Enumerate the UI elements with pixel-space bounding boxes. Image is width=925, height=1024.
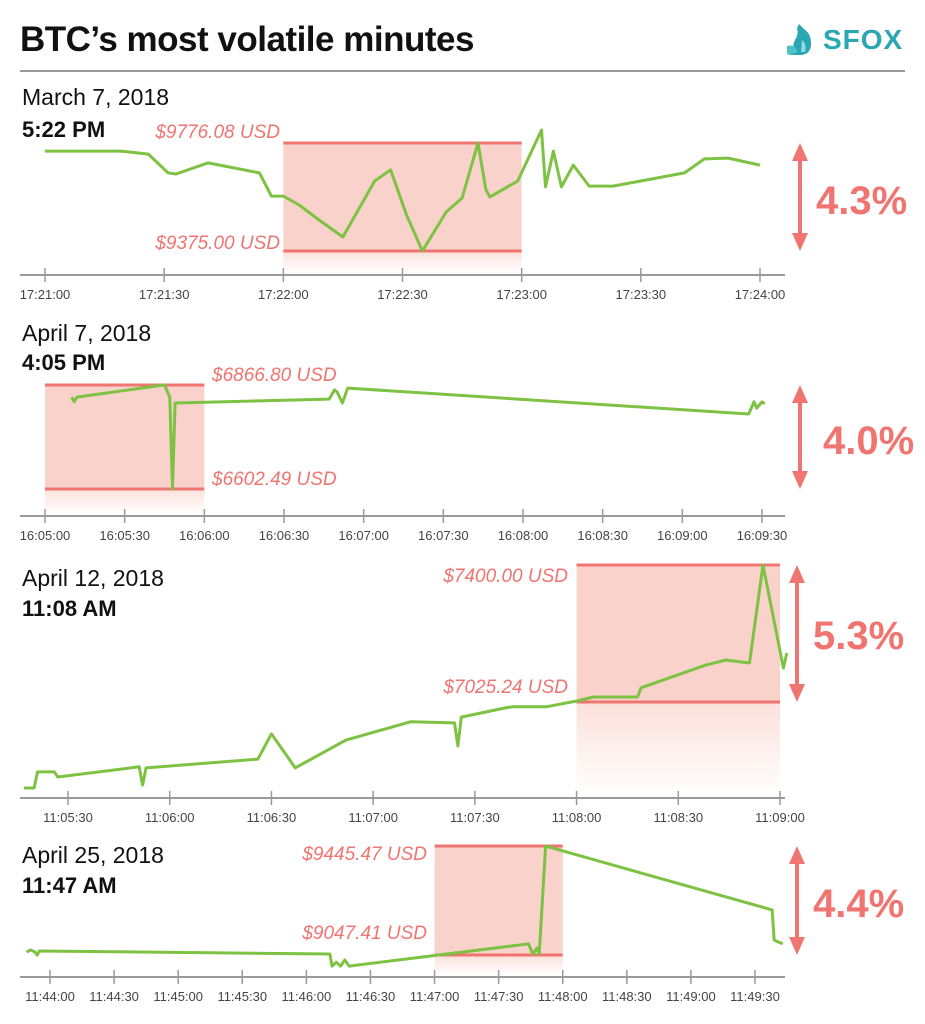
panel-2-tick-label: 16:08:30: [577, 528, 628, 543]
panel-1-range-fade: [283, 251, 522, 273]
panel-2-time: 4:05 PM: [22, 350, 106, 375]
panel-2-tick-label: 16:08:00: [498, 528, 549, 543]
panel-1-arrow-down-icon: [792, 233, 808, 251]
panel-4-tick-label: 11:45:00: [153, 989, 203, 1004]
panel-2-range-band: [45, 385, 205, 489]
panel-3-tick-label: 11:07:00: [348, 810, 398, 825]
panel-3-tick-label: 11:09:00: [755, 810, 805, 825]
panel-4-tick-label: 11:44:30: [89, 989, 139, 1004]
panel-2-tick-label: 16:07:00: [338, 528, 389, 543]
panel-3-tick-label: 11:08:00: [552, 810, 602, 825]
panel-1-arrow-up-icon: [792, 143, 808, 161]
logo-text: SFOX: [823, 24, 904, 55]
panel-2-change-percent: 4.0%: [823, 419, 914, 463]
panel-4-price-line: [25, 844, 784, 968]
panel-4-tick-label: 11:46:30: [346, 989, 396, 1004]
panel-3-change-percent: 5.3%: [813, 614, 904, 658]
panel-3-range-band: [576, 565, 780, 702]
panel-3-range-fade: [576, 702, 780, 796]
panel-1-tick-label: 17:24:00: [735, 287, 786, 302]
panel-1-change-percent: 4.3%: [816, 179, 907, 223]
panel-3-tick-label: 11:06:00: [145, 810, 195, 825]
panel-3-arrow-down-icon: [789, 684, 805, 702]
panel-4-arrow-down-icon: [789, 937, 805, 955]
panel-4-range-fade: [434, 955, 563, 975]
panel-2-tick-label: 16:09:00: [657, 528, 708, 543]
panel-4-tick-label: 11:47:30: [474, 989, 524, 1004]
panel-4-tick-label: 11:49:30: [730, 989, 780, 1004]
title-divider: [20, 70, 905, 72]
panel-3-tick-label: 11:07:30: [450, 810, 500, 825]
panel-3-tick-label: 11:08:30: [653, 810, 703, 825]
panel-4-tick-label: 11:49:00: [666, 989, 716, 1004]
panel-2-price-line: [70, 383, 766, 491]
panel-4-tick-label: 11:48:30: [602, 989, 652, 1004]
panel-2-tick-label: 16:06:00: [179, 528, 230, 543]
panel-4-high-label: $9445.47 USD: [301, 844, 427, 865]
panel-4-tick-label: 11:47:00: [410, 989, 460, 1004]
panel-4-tick-label: 11:46:00: [282, 989, 332, 1004]
panel-2-tick-label: 16:09:30: [737, 528, 788, 543]
panel-4-change-percent: 4.4%: [813, 882, 904, 926]
panel-1-tick-label: 17:22:00: [258, 287, 309, 302]
panel-2-arrow-up-icon: [792, 385, 808, 403]
panel-2-low-label: $6602.49 USD: [211, 469, 337, 490]
panel-1-tick-label: 17:23:00: [496, 287, 547, 302]
panel-3-price-line: [23, 563, 789, 790]
panel-1-tick-label: 17:22:30: [377, 287, 428, 302]
panel-4-tick-label: 11:44:00: [25, 989, 75, 1004]
panel-1-date: March 7, 2018: [22, 84, 170, 110]
panel-1-tick-label: 17:21:00: [20, 287, 71, 302]
panel-2-tick-label: 16:07:30: [418, 528, 469, 543]
panel-1-tick-label: 17:21:30: [139, 287, 190, 302]
panel-1-time: 5:22 PM: [22, 117, 106, 142]
panel-3-time: 11:08 AM: [22, 596, 117, 621]
panel-4-tick-label: 11:45:30: [217, 989, 267, 1004]
panel-2-tick-label: 16:05:30: [99, 528, 150, 543]
panel-4-time: 11:47 AM: [22, 873, 117, 898]
page-title: BTC’s most volatile minutes: [20, 20, 474, 59]
panel-1-price-line: [45, 128, 761, 253]
panel-1-range-band: [283, 143, 522, 251]
panel-1-low-label: $9375.00 USD: [154, 233, 280, 254]
panel-2-arrow-down-icon: [792, 471, 808, 489]
panel-2-high-label: $6866.80 USD: [211, 365, 337, 386]
panel-4-date: April 25, 2018: [22, 842, 164, 868]
panel-3-high-label: $7400.00 USD: [442, 566, 568, 587]
panel-2-tick-label: 16:05:00: [20, 528, 71, 543]
sfox-logo: SFOX: [785, 22, 903, 58]
panel-2-tick-label: 16:06:30: [259, 528, 310, 543]
fox-icon: [787, 24, 811, 55]
panel-3-date: April 12, 2018: [22, 565, 164, 591]
panel-1-tick-label: 17:23:30: [616, 287, 667, 302]
panel-1-high-label: $9776.08 USD: [154, 122, 280, 143]
panel-4-low-label: $9047.41 USD: [301, 923, 427, 944]
panel-3-arrow-up-icon: [789, 565, 805, 583]
panel-3-low-label: $7025.24 USD: [442, 677, 568, 698]
panel-2-date: April 7, 2018: [22, 320, 152, 346]
panel-3-tick-label: 11:06:30: [247, 810, 297, 825]
panel-4-tick-label: 11:48:00: [538, 989, 588, 1004]
panel-4-arrow-up-icon: [789, 846, 805, 864]
panel-3-tick-label: 11:05:30: [43, 810, 93, 825]
